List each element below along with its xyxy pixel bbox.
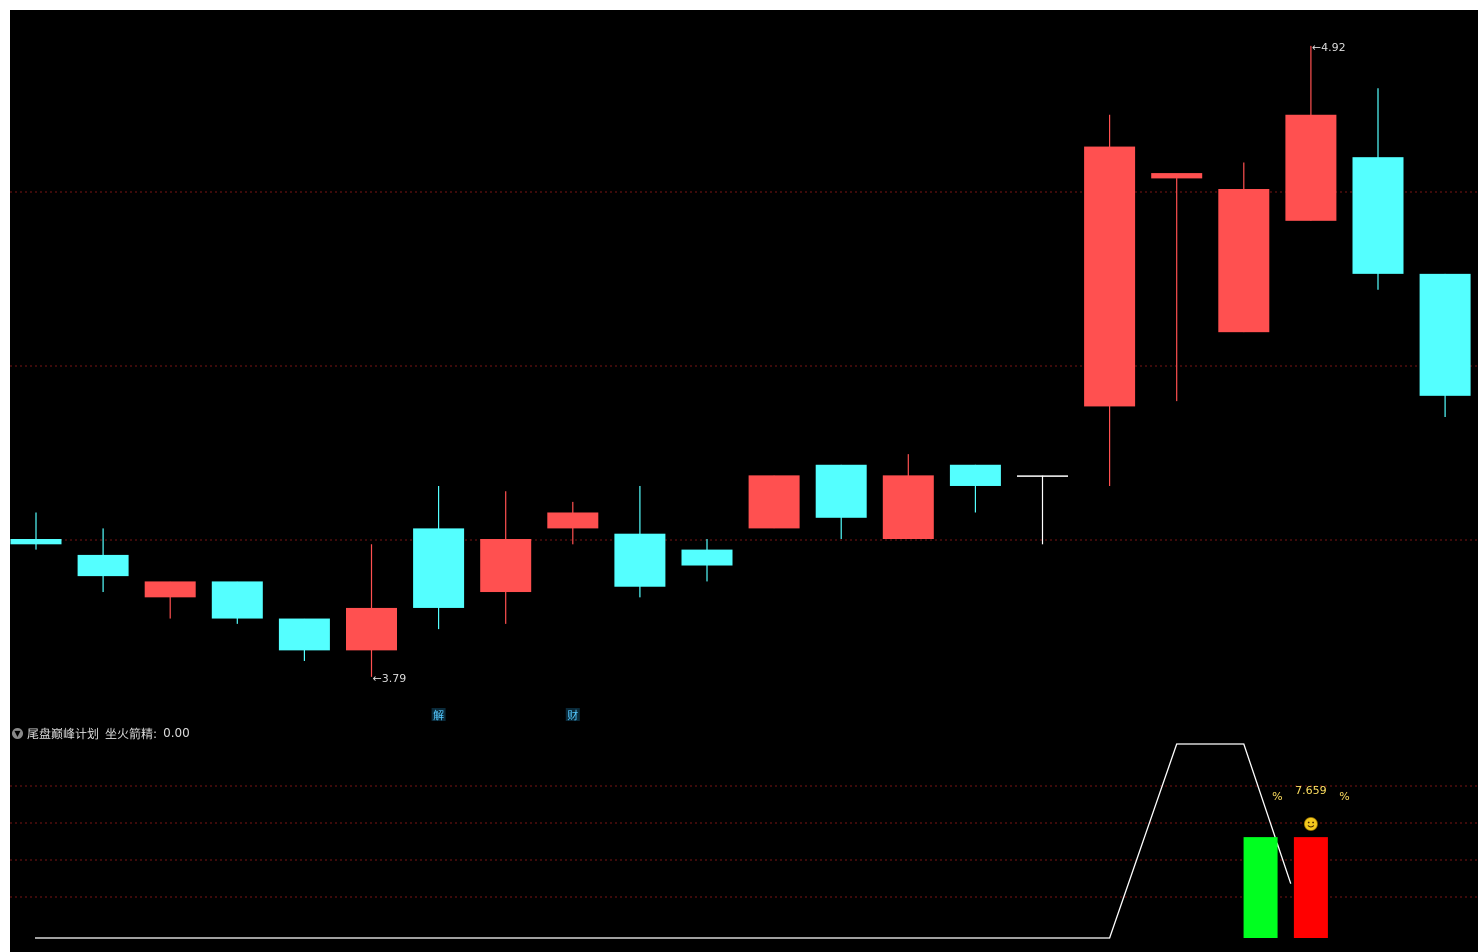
candle-body bbox=[413, 528, 465, 608]
candle-body bbox=[614, 533, 666, 587]
signal-badge: 解 bbox=[433, 708, 444, 722]
candle bbox=[480, 491, 532, 624]
percent-value-label: 7.659 bbox=[1295, 784, 1327, 797]
candle-body bbox=[10, 539, 62, 545]
signal-badge-bg bbox=[431, 708, 446, 721]
candle bbox=[547, 501, 599, 545]
candle bbox=[748, 475, 800, 529]
candle-body bbox=[1017, 475, 1068, 477]
indicator-marks: % 7.659% bbox=[35, 743, 1350, 939]
indicator-name: 尾盘巅峰计划 bbox=[27, 726, 100, 741]
candle-body bbox=[1285, 114, 1337, 221]
indicator-header: ▼ 尾盘巅峰计划 坐火箭精: 0.00 bbox=[12, 725, 190, 741]
candle-body bbox=[1151, 173, 1203, 179]
chevron-down-icon[interactable]: ▼ bbox=[12, 727, 23, 739]
candle-body bbox=[211, 581, 263, 619]
chart-area: ←4.92 ←3.79 解 财 ▼ 尾盘巅峰计划 坐火箭精: 0.00 % 7.659% bbox=[10, 10, 1478, 952]
candle-body bbox=[278, 618, 330, 651]
candle-body bbox=[77, 554, 129, 577]
candle bbox=[1151, 173, 1203, 402]
candle bbox=[211, 581, 263, 624]
candle bbox=[882, 454, 934, 539]
candle bbox=[681, 539, 733, 582]
candle bbox=[1285, 45, 1337, 221]
price-annotations: ←4.92 ←3.79 解 财 bbox=[373, 41, 1346, 722]
candle-body bbox=[1352, 157, 1404, 274]
candle bbox=[614, 485, 666, 598]
candle bbox=[815, 464, 867, 539]
signal-line bbox=[35, 743, 1292, 939]
smiley-face bbox=[1304, 817, 1318, 831]
candlesticks bbox=[10, 45, 1471, 677]
candle bbox=[10, 512, 62, 550]
candle-body bbox=[882, 475, 934, 539]
candle bbox=[1419, 273, 1471, 418]
candle bbox=[346, 544, 397, 677]
price-chart[interactable]: ←4.92 ←3.79 解 财 bbox=[10, 10, 1478, 722]
candle-body bbox=[547, 512, 599, 529]
smiley-eye bbox=[1312, 821, 1314, 824]
percent-sign-label: % bbox=[1339, 790, 1349, 803]
candle-body bbox=[681, 549, 733, 566]
candle-body bbox=[480, 539, 532, 593]
candle bbox=[1017, 475, 1068, 545]
price-annotation-high: ←4.92 bbox=[1312, 41, 1346, 54]
indicator-param-value: 0.00 bbox=[163, 726, 190, 740]
percent-sign-label: % bbox=[1272, 790, 1282, 803]
indicator-param-label: 坐火箭精: bbox=[105, 726, 158, 741]
candle-body bbox=[144, 581, 196, 598]
signal-bar-red bbox=[1293, 837, 1328, 938]
smiley-eye bbox=[1307, 821, 1310, 824]
smiley-icon bbox=[1304, 817, 1318, 831]
smiley-mouth bbox=[1307, 825, 1315, 828]
candle bbox=[1218, 162, 1270, 333]
candle bbox=[144, 581, 196, 619]
signal-badge-bg bbox=[565, 708, 580, 721]
candle-body bbox=[949, 464, 1001, 486]
signal-bar-green bbox=[1243, 837, 1278, 938]
candle-body bbox=[748, 475, 800, 529]
candle bbox=[278, 618, 330, 661]
candle bbox=[1084, 114, 1136, 486]
candle bbox=[1352, 88, 1404, 290]
candle-body bbox=[346, 607, 397, 651]
candle bbox=[949, 464, 1001, 513]
candle-body bbox=[1419, 273, 1471, 396]
candle-body bbox=[1084, 146, 1136, 407]
candle bbox=[77, 528, 129, 593]
candle bbox=[413, 485, 465, 630]
price-annotation-low: ←3.79 bbox=[373, 672, 407, 685]
signal-badge: 财 bbox=[567, 708, 578, 722]
indicator-chart[interactable]: % 7.659% bbox=[10, 726, 1478, 952]
candle-body bbox=[815, 464, 867, 518]
candle-body bbox=[1218, 189, 1270, 333]
